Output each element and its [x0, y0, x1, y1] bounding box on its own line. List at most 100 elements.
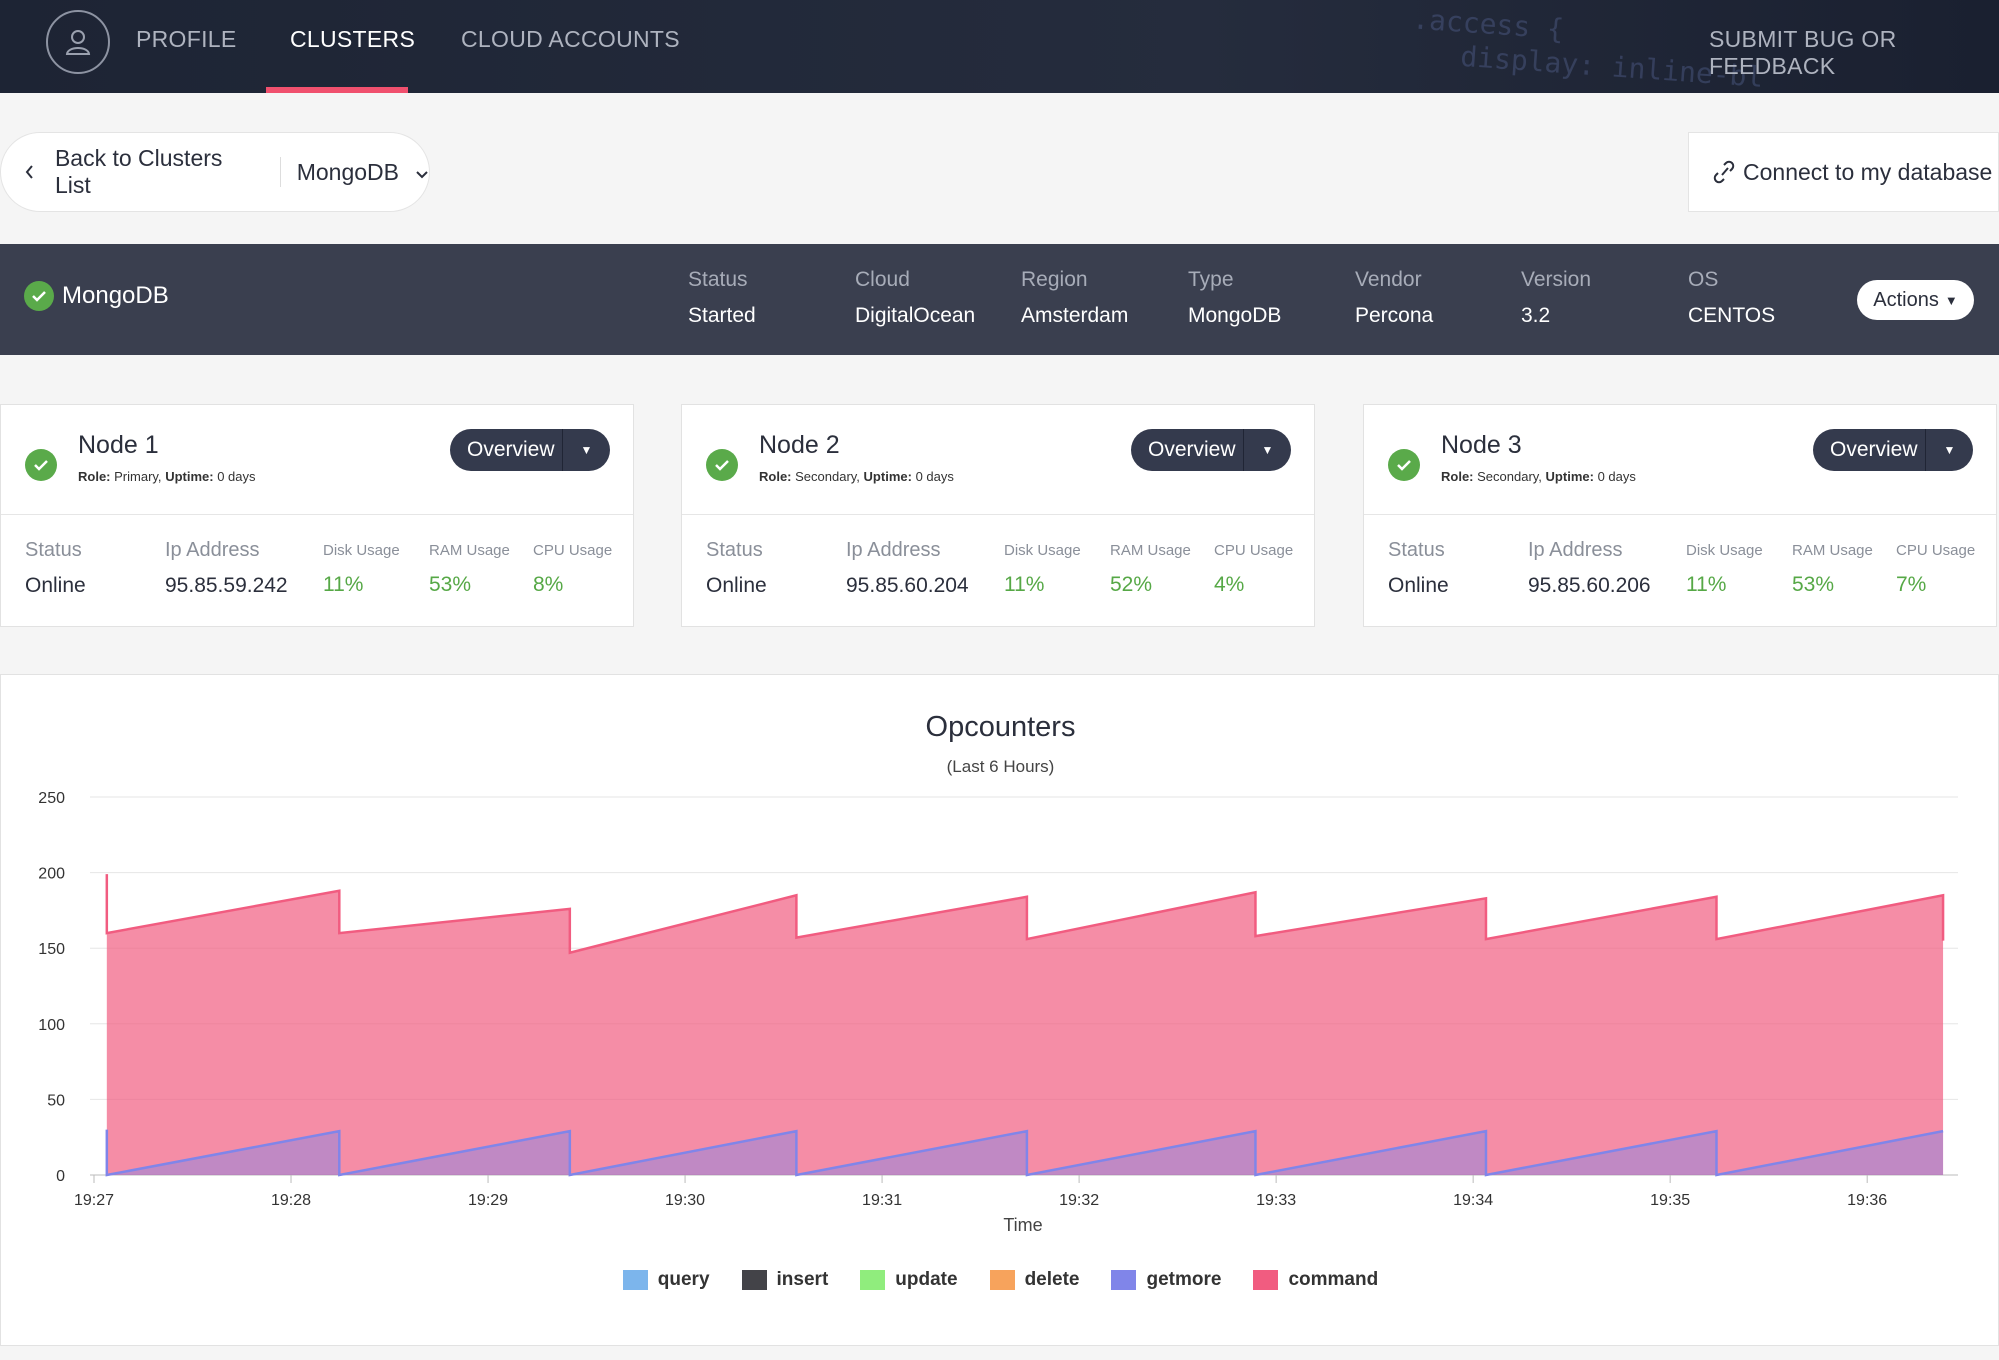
actions-dropdown-button[interactable]: Actions ▼ — [1857, 280, 1974, 320]
legend-label: command — [1288, 1269, 1379, 1290]
meta-status: Status Started — [688, 268, 756, 328]
legend-label: update — [895, 1269, 958, 1290]
caret-down-icon[interactable]: ▼ — [1925, 429, 1973, 471]
node-uptime: 0 days — [1597, 469, 1636, 484]
meta-os: OS CENTOS — [1688, 268, 1775, 328]
meta-value: 3.2 — [1521, 304, 1551, 327]
nav-profile[interactable]: PROFILE — [136, 26, 237, 52]
legend-item-getmore[interactable]: getmore — [1111, 1269, 1221, 1291]
legend-item-query[interactable]: query — [622, 1269, 710, 1291]
breadcrumb-divider — [279, 157, 281, 187]
connect-database-button[interactable]: Connect to my database — [1688, 132, 1999, 212]
stat-value: Online — [25, 574, 86, 597]
stat-ram: RAM Usage 53% — [1792, 539, 1873, 597]
legend-swatch — [989, 1270, 1015, 1290]
nav-submit-feedback[interactable]: SUBMIT BUG OR FEEDBACK — [1709, 26, 1897, 79]
stat-status: Status Online — [25, 539, 86, 598]
node-uptime: 0 days — [217, 469, 256, 484]
stat-label: Disk Usage — [1004, 542, 1081, 559]
node-uptime: 0 days — [915, 469, 954, 484]
x-tick-label: 19:29 — [468, 1192, 508, 1209]
stat-disk: Disk Usage 11% — [1004, 539, 1081, 597]
chart-subtitle: (Last 6 Hours) — [946, 757, 1055, 776]
stat-cpu: CPU Usage 4% — [1214, 539, 1293, 597]
node-subtitle: Role: Secondary, Uptime: 0 days — [759, 469, 954, 484]
meta-key: OS — [1688, 268, 1719, 291]
legend-swatch — [741, 1270, 767, 1290]
series-line-command — [105, 874, 1945, 955]
meta-key: Status — [688, 268, 748, 291]
meta-type: Type MongoDB — [1188, 268, 1281, 328]
legend-swatch — [860, 1270, 886, 1290]
profile-avatar-icon[interactable] — [46, 10, 110, 74]
overview-split-button: Overview ▼ — [1813, 429, 1973, 471]
stat-value: 53% — [429, 573, 472, 596]
stat-ram: RAM Usage 53% — [429, 539, 510, 597]
cluster-select[interactable]: MongoDB — [297, 159, 429, 186]
legend-item-command[interactable]: command — [1253, 1269, 1378, 1291]
meta-value: MongoDB — [1188, 304, 1282, 327]
overview-button[interactable]: Overview — [467, 438, 555, 461]
stat-disk: Disk Usage 11% — [323, 539, 400, 597]
stat-label: Status — [1388, 539, 1445, 561]
meta-version: Version 3.2 — [1521, 268, 1591, 328]
chevron-down-icon — [415, 159, 429, 186]
meta-vendor: Vendor Percona — [1355, 268, 1433, 328]
node-role: Secondary, — [1477, 469, 1542, 484]
stat-cpu: CPU Usage 8% — [533, 539, 612, 597]
back-to-clusters-label: Back to Clusters List — [54, 145, 223, 198]
stat-cpu: CPU Usage 7% — [1896, 539, 1975, 597]
meta-key: Vendor — [1355, 268, 1422, 291]
meta-value: Percona — [1355, 304, 1434, 327]
stat-value: 52% — [1110, 573, 1153, 596]
opcounters-chart-card: Opcounters (Last 6 Hours) 0 50 100 150 200 25… — [0, 674, 1999, 1346]
x-tick-label: 19:36 — [1847, 1192, 1887, 1209]
opcounters-chart: 0 50 100 150 200 250 19:27 19:28 19:29 19:30 19:31… — [38, 790, 1958, 1235]
meta-key: Version — [1521, 268, 1592, 291]
node-card: Node 3 Role: Secondary, Uptime: 0 days Ove… — [1363, 404, 1997, 627]
node-role: Secondary, — [795, 469, 860, 484]
caret-down-icon: ▼ — [1944, 292, 1958, 308]
back-to-clusters-button[interactable]: Back to Clusters List — [1, 133, 264, 211]
stat-label: Disk Usage — [323, 542, 400, 559]
nav-cloud-accounts[interactable]: CLOUD ACCOUNTS — [461, 26, 680, 52]
y-tick-label: 250 — [38, 790, 65, 807]
legend-swatch — [1111, 1270, 1137, 1290]
cluster-name: MongoDB — [24, 281, 169, 311]
meta-value: Amsterdam — [1021, 304, 1129, 327]
cluster-summary-bar: MongoDB Status Started Cloud DigitalOcean … — [0, 244, 1999, 355]
stat-label: RAM Usage — [1792, 542, 1873, 559]
x-tick-label: 19:33 — [1256, 1192, 1296, 1209]
legend-swatch — [622, 1270, 648, 1290]
chart-legend: query insert update delete getmore command — [1, 1269, 1999, 1291]
legend-item-delete[interactable]: delete — [989, 1269, 1079, 1291]
series-area-command — [106, 874, 1944, 1175]
meta-key: Cloud — [855, 268, 910, 291]
overview-button[interactable]: Overview — [1148, 438, 1236, 461]
check-circle-icon — [706, 449, 738, 481]
meta-value: CENTOS — [1688, 304, 1776, 327]
stat-disk: Disk Usage 11% — [1686, 539, 1763, 597]
nav-clusters[interactable]: CLUSTERS — [290, 26, 416, 52]
legend-item-insert[interactable]: insert — [741, 1269, 828, 1291]
stat-ip: Ip Address 95.85.60.206 — [1528, 539, 1651, 598]
stat-ip: Ip Address 95.85.60.204 — [846, 539, 969, 598]
chart-title: Opcounters — [925, 711, 1076, 743]
uptime-label: Uptime: — [1545, 469, 1594, 484]
caret-down-icon[interactable]: ▼ — [1243, 429, 1291, 471]
node-title: Node 3 — [1441, 431, 1522, 459]
overview-button[interactable]: Overview — [1830, 438, 1918, 461]
node-card: Node 1 Role: Primary, Uptime: 0 days Overv… — [0, 404, 634, 627]
legend-item-update[interactable]: update — [860, 1269, 958, 1291]
cluster-breadcrumb: Back to Clusters List MongoDB — [0, 132, 430, 212]
node-title: Node 1 — [78, 431, 159, 459]
stat-value: 11% — [1004, 573, 1045, 596]
role-label: Role: — [1441, 469, 1474, 484]
x-tick-label: 19:27 — [74, 1192, 114, 1209]
stat-value: 11% — [323, 573, 364, 596]
meta-key: Region — [1021, 268, 1088, 291]
stat-label: CPU Usage — [1896, 542, 1976, 559]
caret-down-icon[interactable]: ▼ — [562, 429, 610, 471]
x-tick-label: 19:34 — [1453, 1192, 1493, 1209]
stat-ram: RAM Usage 52% — [1110, 539, 1191, 597]
